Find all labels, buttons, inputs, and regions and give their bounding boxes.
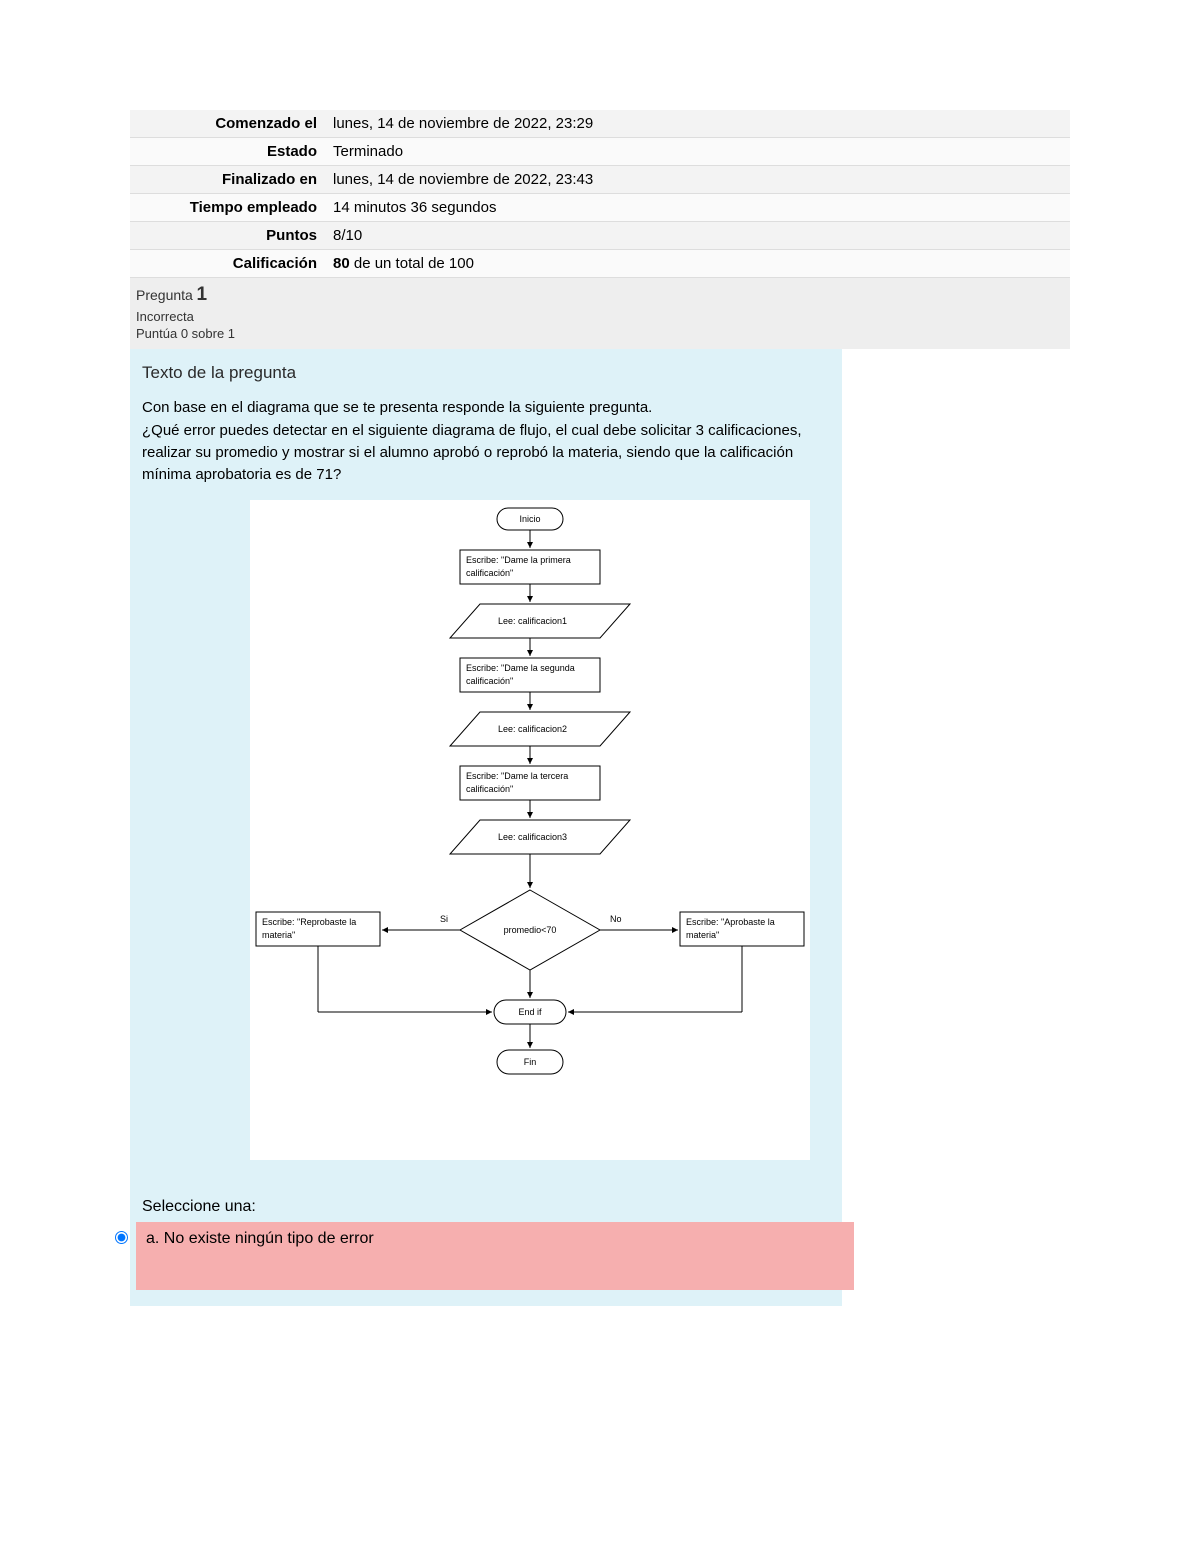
question-label: Pregunta [136, 287, 193, 303]
flow-left-a: Escribe: "Reprobaste la [262, 917, 356, 927]
summary-value: 80 de un total de 100 [325, 250, 1070, 278]
question-grade: Puntúa 0 sobre 1 [136, 326, 235, 341]
flow-no: No [610, 914, 622, 924]
flow-endif: End if [518, 1007, 542, 1017]
flowchart: Inicio Escribe: "Dame la primera calific… [250, 500, 810, 1160]
question-text-heading: Texto de la pregunta [142, 363, 830, 383]
summary-label: Tiempo empleado [130, 194, 325, 222]
summary-value: 14 minutos 36 segundos [325, 194, 1070, 222]
table-row: Tiempo empleado14 minutos 36 segundos [130, 194, 1070, 222]
flow-esc2a: Escribe: "Dame la segunda [466, 663, 575, 673]
flow-lee2: Lee: calificacion2 [498, 724, 567, 734]
flow-left-b: materia" [262, 930, 295, 940]
flow-esc1b: calificación" [466, 568, 513, 578]
flow-inicio: Inicio [519, 514, 540, 524]
flow-fin: Fin [524, 1057, 537, 1067]
question-para-1: Con base en el diagrama que se te presen… [142, 397, 830, 419]
flow-esc1a: Escribe: "Dame la primera [466, 555, 571, 565]
summary-label: Comenzado el [130, 110, 325, 138]
summary-label: Finalizado en [130, 166, 325, 194]
flow-esc2b: calificación" [466, 676, 513, 686]
flow-lee3: Lee: calificacion3 [498, 832, 567, 842]
flow-right-a: Escribe: "Aprobaste la [686, 917, 775, 927]
summary-value: lunes, 14 de noviembre de 2022, 23:29 [325, 110, 1070, 138]
answer-radio-a[interactable] [115, 1231, 128, 1244]
flow-lee1: Lee: calificacion1 [498, 616, 567, 626]
question-header: Pregunta 1 Incorrecta Puntúa 0 sobre 1 [130, 278, 1070, 349]
flow-esc3b: calificación" [466, 784, 513, 794]
summary-label: Puntos [130, 222, 325, 250]
table-row: Finalizado enlunes, 14 de noviembre de 2… [130, 166, 1070, 194]
table-row: Calificación80 de un total de 100 [130, 250, 1070, 278]
select-one-label: Seleccione una: [142, 1198, 830, 1216]
summary-label: Calificación [130, 250, 325, 278]
table-row: Comenzado ellunes, 14 de noviembre de 20… [130, 110, 1070, 138]
question-body: Texto de la pregunta Con base en el diag… [130, 349, 842, 1306]
flow-esc3a: Escribe: "Dame la tercera [466, 771, 568, 781]
summary-label: Estado [130, 138, 325, 166]
summary-value: 8/10 [325, 222, 1070, 250]
answer-option-a[interactable]: a. No existe ningún tipo de error [110, 1222, 854, 1290]
flow-si: Si [440, 914, 448, 924]
question-number: 1 [196, 284, 207, 305]
summary-value: lunes, 14 de noviembre de 2022, 23:43 [325, 166, 1070, 194]
flow-cond: promedio<70 [504, 925, 557, 935]
answer-text-a: a. No existe ningún tipo de error [136, 1222, 854, 1290]
table-row: EstadoTerminado [130, 138, 1070, 166]
flow-right-b: materia" [686, 930, 719, 940]
question-para-2: ¿Qué error puedes detectar en el siguien… [142, 420, 830, 485]
summary-value: Terminado [325, 138, 1070, 166]
question-status: Incorrecta [136, 309, 194, 324]
summary-table: Comenzado ellunes, 14 de noviembre de 20… [130, 110, 1070, 278]
table-row: Puntos8/10 [130, 222, 1070, 250]
